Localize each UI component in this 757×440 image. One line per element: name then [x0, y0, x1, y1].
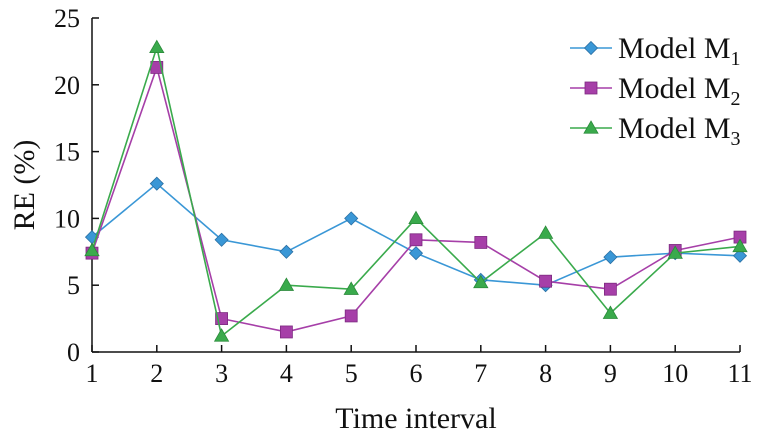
y-tick-label: 0	[67, 338, 80, 367]
data-point	[279, 325, 293, 339]
legend-label-text: Model M	[618, 112, 731, 145]
legend-item-1: Model M1	[570, 32, 741, 70]
data-point	[344, 309, 358, 323]
data-point	[344, 211, 359, 226]
y-tick-label: 5	[67, 271, 80, 300]
legend-marker	[584, 81, 598, 95]
legend-label-subscript: 2	[731, 88, 741, 110]
legend-label: Model M2	[618, 72, 741, 110]
legend-marker	[583, 40, 599, 56]
y-tick-label: 10	[54, 204, 80, 233]
x-tick-label: 8	[539, 359, 552, 388]
legend-item-2: Model M2	[570, 72, 741, 110]
x-tick-label: 2	[150, 359, 163, 388]
x-axis-label: Time interval	[335, 402, 496, 435]
y-tick-label: 25	[54, 4, 80, 33]
legend-label: Model M1	[618, 32, 741, 70]
data-point	[408, 246, 424, 261]
data-point	[213, 328, 230, 342]
legend-marker	[583, 120, 599, 134]
legend-label-text: Model M	[618, 32, 731, 65]
x-tick-label: 3	[215, 359, 228, 388]
x-tick-label: 11	[727, 359, 752, 388]
data-point	[84, 242, 100, 257]
legend-label-subscript: 3	[731, 128, 741, 150]
y-tick-label: 20	[54, 71, 80, 100]
data-point	[603, 250, 618, 265]
y-tick-label: 15	[54, 138, 80, 167]
data-point	[537, 225, 554, 239]
x-tick-label: 5	[345, 359, 358, 388]
data-point	[278, 277, 295, 291]
series-2	[85, 61, 747, 339]
x-tick-label: 6	[410, 359, 423, 388]
series-line	[91, 64, 741, 333]
data-point	[474, 236, 488, 249]
legend-label: Model M3	[618, 112, 741, 150]
series-3	[84, 39, 748, 342]
data-point	[214, 232, 229, 247]
data-point	[602, 305, 619, 319]
data-point	[343, 281, 359, 295]
data-point	[279, 244, 294, 259]
series-layer	[84, 39, 748, 342]
data-point	[539, 274, 552, 288]
x-tick-label: 4	[280, 359, 293, 388]
y-axis-label: RE (%)	[8, 140, 41, 231]
data-point	[667, 245, 683, 259]
data-point	[732, 238, 748, 253]
x-tick-label: 1	[86, 359, 99, 388]
data-point	[732, 248, 748, 263]
data-point	[149, 176, 164, 191]
x-tick-label: 9	[604, 359, 617, 388]
data-point	[473, 274, 489, 289]
legend-item-3: Model M3	[570, 112, 741, 150]
data-point	[149, 39, 165, 54]
data-point	[408, 210, 424, 225]
legend-label-subscript: 1	[731, 48, 741, 70]
x-tick-label: 10	[662, 359, 688, 388]
legend-label-text: Model M	[618, 72, 731, 105]
chart-axes: 0 5 10 15 20 25 1 2 3 4 5 6 7 8 9 10 11	[54, 4, 753, 388]
x-tick-label: 7	[474, 359, 487, 388]
data-point	[409, 233, 423, 247]
data-point	[604, 282, 617, 296]
